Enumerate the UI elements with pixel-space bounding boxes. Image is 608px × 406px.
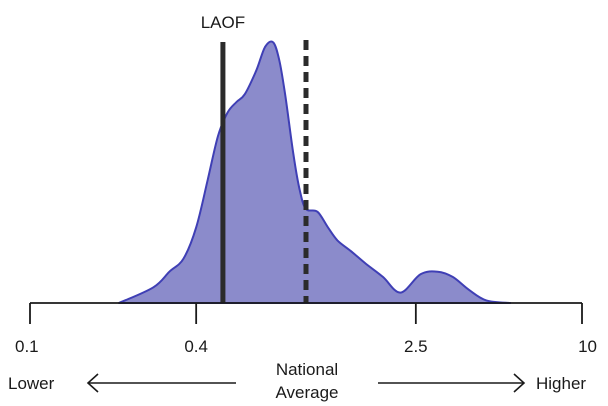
left-arrow-icon (86, 373, 99, 393)
laof-label: LAOF (201, 13, 245, 32)
x-tick-label: 2.5 (404, 337, 428, 356)
national-label: National (276, 360, 338, 379)
average-label: Average (275, 383, 338, 402)
density-area-group (117, 40, 512, 304)
x-tick-label: 10 (578, 337, 597, 356)
x-tick-label: 0.1 (15, 337, 39, 356)
lower-label: Lower (8, 374, 55, 393)
x-axis: 0.1 0.4 2.5 10 (15, 302, 597, 356)
right-arrow-icon (513, 373, 526, 393)
density-area (117, 40, 512, 304)
direction-legend: Lower National Average Higher (8, 360, 586, 402)
reference-lines-group: LAOF (201, 13, 309, 303)
x-tick-label: 0.4 (184, 337, 208, 356)
higher-label: Higher (536, 374, 586, 393)
